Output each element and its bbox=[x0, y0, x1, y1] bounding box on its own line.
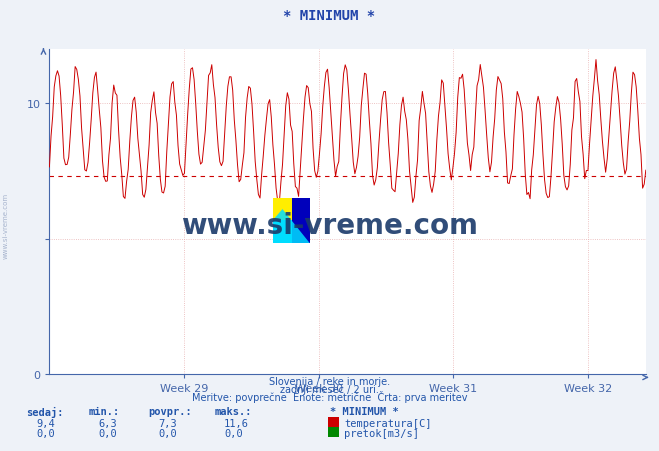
Text: 7,3: 7,3 bbox=[158, 418, 177, 428]
Text: 0,0: 0,0 bbox=[224, 428, 243, 438]
Text: 0,0: 0,0 bbox=[99, 428, 117, 438]
Text: sedaj:: sedaj: bbox=[26, 406, 64, 417]
Text: 0,0: 0,0 bbox=[36, 428, 55, 438]
Polygon shape bbox=[273, 198, 310, 244]
Text: pretok[m3/s]: pretok[m3/s] bbox=[344, 428, 419, 438]
Text: 6,3: 6,3 bbox=[99, 418, 117, 428]
Text: * MINIMUM *: * MINIMUM * bbox=[330, 406, 398, 416]
Text: Slovenija / reke in morje.: Slovenija / reke in morje. bbox=[269, 376, 390, 386]
Polygon shape bbox=[273, 198, 291, 221]
Text: zadnji mesec / 2 uri.: zadnji mesec / 2 uri. bbox=[280, 384, 379, 394]
Text: www.si-vreme.com: www.si-vreme.com bbox=[2, 193, 9, 258]
Polygon shape bbox=[291, 198, 310, 244]
Text: povpr.:: povpr.: bbox=[148, 406, 192, 416]
Text: min.:: min.: bbox=[89, 406, 120, 416]
Polygon shape bbox=[273, 198, 291, 221]
Polygon shape bbox=[273, 221, 291, 244]
Text: 0,0: 0,0 bbox=[158, 428, 177, 438]
Text: Meritve: povprečne  Enote: metrične  Črta: prva meritev: Meritve: povprečne Enote: metrične Črta:… bbox=[192, 391, 467, 402]
Text: www.si-vreme.com: www.si-vreme.com bbox=[181, 212, 478, 239]
Text: maks.:: maks.: bbox=[214, 406, 252, 416]
Text: temperatura[C]: temperatura[C] bbox=[344, 418, 432, 428]
Text: 9,4: 9,4 bbox=[36, 418, 55, 428]
Text: * MINIMUM *: * MINIMUM * bbox=[283, 9, 376, 23]
Text: 11,6: 11,6 bbox=[224, 418, 249, 428]
